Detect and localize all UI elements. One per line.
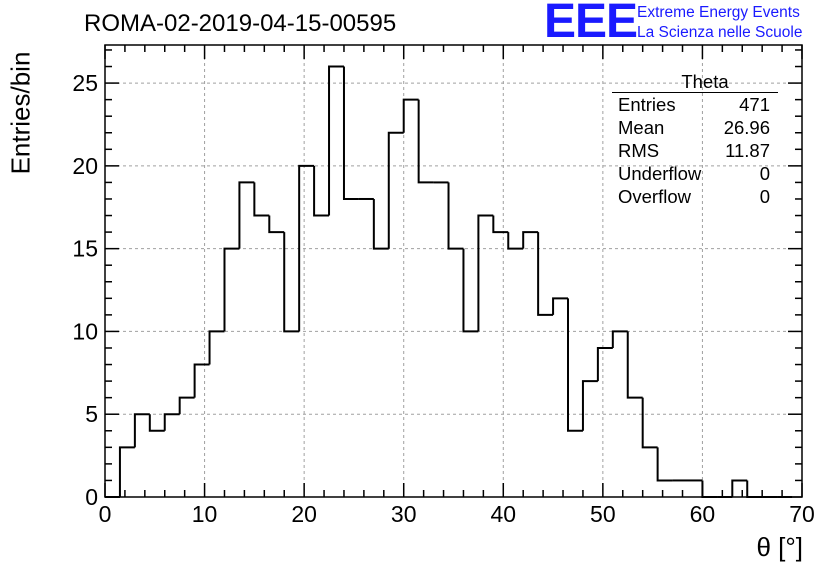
x-tick-label: 60: [690, 501, 716, 527]
logo-line-1: Extreme Energy Events: [637, 4, 800, 21]
stats-row-overflow: Overflow 0: [612, 185, 778, 208]
stats-label: Overflow: [618, 186, 691, 207]
y-tick-label: 10: [72, 318, 98, 344]
histogram-bin: [746, 480, 763, 498]
y-tick-label: 20: [72, 153, 98, 179]
stats-value: 0: [759, 163, 770, 184]
x-tick-label: 40: [490, 501, 516, 527]
y-tick-label: 0: [85, 484, 98, 510]
stats-row-underflow: Underflow 0: [612, 162, 778, 185]
x-axis-label: θ [°]: [756, 532, 803, 562]
histogram-bin: [223, 247, 240, 332]
stats-row-mean: Mean 26.96: [612, 116, 778, 139]
x-tick-label: 50: [590, 501, 616, 527]
histogram-bin: [492, 215, 509, 234]
stats-row-rms: RMS 11.87: [612, 139, 778, 162]
y-axis-label: Entries/bin: [5, 51, 36, 175]
histogram-bin: [731, 479, 748, 497]
x-tick-label: 0: [99, 501, 112, 527]
histogram-bin: [298, 164, 315, 332]
histogram-bars: [105, 65, 793, 498]
stats-label: RMS: [618, 140, 660, 161]
histogram-bin: [567, 298, 583, 432]
histogram-bin: [328, 65, 344, 216]
stats-label: Entries: [618, 94, 676, 115]
plot-frame: [104, 44, 803, 498]
histogram-bin: [372, 198, 389, 250]
histogram-bin: [596, 346, 613, 382]
histogram-bin: [417, 99, 434, 184]
stats-value: 11.87: [725, 140, 770, 161]
stats-label: Mean: [618, 117, 665, 138]
histogram-bin: [462, 248, 479, 333]
x-tick-label: 30: [391, 501, 417, 527]
stats-box: Theta Entries 471 Mean 26.96 RMS 11.87 U…: [612, 72, 778, 208]
histogram-bin: [148, 414, 165, 432]
x-tick-label: 20: [291, 501, 317, 527]
y-tick-label: 25: [72, 70, 98, 96]
histogram-bin: [342, 66, 359, 200]
histogram-bin: [133, 413, 150, 448]
x-tick-label: 70: [789, 501, 815, 527]
histogram-bin: [238, 181, 255, 249]
stats-value: 26.96: [723, 117, 770, 138]
logo-caption: Extreme Energy Events La Scienza nelle S…: [637, 3, 802, 43]
chart-title: ROMA-02-2019-04-15-00595: [84, 10, 397, 37]
histogram-bin: [611, 330, 628, 348]
stats-value: 0: [759, 186, 770, 207]
stats-value: 471: [739, 94, 770, 115]
histogram-bin: [581, 380, 598, 431]
histogram-bin: [268, 215, 285, 234]
stats-row-entries: Entries 471: [612, 93, 778, 116]
histogram-bin: [552, 297, 569, 315]
histogram-bin: [163, 413, 180, 431]
axes: 0 10 20 30 40 50 60 70 0 5 10 15 20 25: [72, 44, 815, 527]
histogram-bin: [477, 214, 494, 332]
logo-line-2: La Scienza nelle Scuole: [637, 24, 803, 41]
histogram-bin: [208, 330, 225, 365]
histogram-bin: [193, 363, 210, 398]
stats-label: Underflow: [618, 163, 702, 184]
y-tick-label: 15: [72, 236, 98, 262]
x-tick-label: 10: [192, 501, 218, 527]
histogram-bin: [641, 397, 658, 449]
stats-title: Theta: [612, 72, 778, 93]
histogram-bin: [387, 131, 404, 249]
histogram-bin: [253, 182, 270, 217]
histogram-bin: [701, 480, 718, 498]
histogram-bin: [313, 165, 330, 217]
histogram-bin: [626, 331, 643, 399]
histogram-bin: [178, 396, 195, 415]
histogram-bin: [402, 98, 419, 133]
histogram-bin: [283, 232, 300, 333]
histogram-bin: [522, 231, 539, 249]
histogram-bin: [507, 232, 524, 250]
eee-logo: EEE: [544, 0, 638, 48]
histogram-bin: [118, 446, 135, 497]
histogram-bin: [537, 232, 554, 316]
y-tick-label: 5: [85, 401, 98, 427]
histogram-bin: [447, 182, 464, 250]
histogram-bin: [656, 447, 673, 482]
